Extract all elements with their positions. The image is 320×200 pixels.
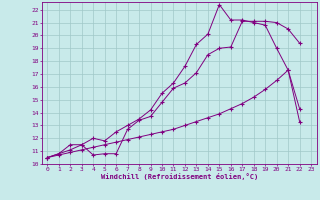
X-axis label: Windchill (Refroidissement éolien,°C): Windchill (Refroidissement éolien,°C) [100,173,258,180]
